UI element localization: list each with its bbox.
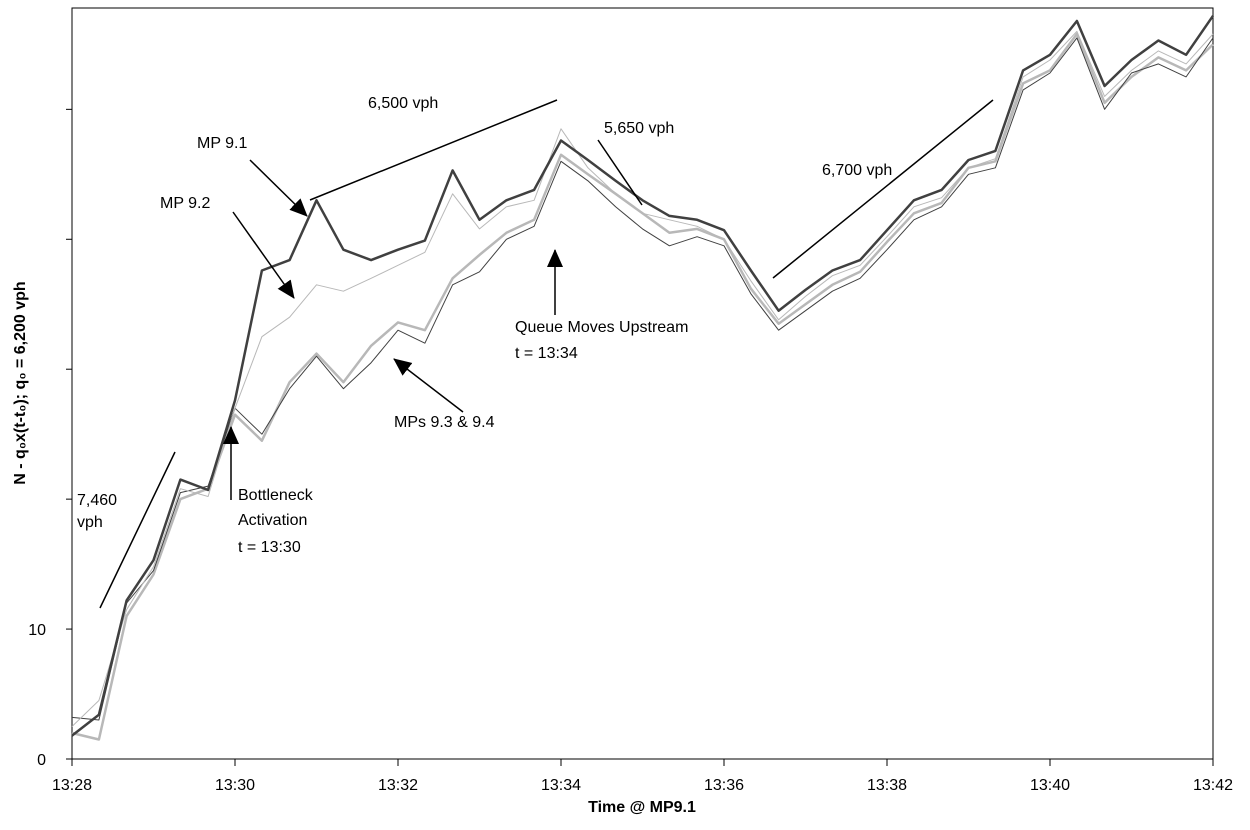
annotation: Activation xyxy=(238,512,307,529)
annotation: Bottleneck xyxy=(238,487,314,504)
x-tick-label: 13:42 xyxy=(1193,777,1233,794)
y-tick-label: 10 xyxy=(28,622,46,639)
arrow xyxy=(232,211,295,299)
x-tick-label: 13:32 xyxy=(378,777,418,794)
rate-line xyxy=(772,99,994,279)
series-label: MP 9.2 xyxy=(160,195,211,212)
arrow xyxy=(249,159,308,217)
rate-line xyxy=(597,139,643,206)
series-line xyxy=(71,37,1214,721)
annotation: t = 13:30 xyxy=(238,539,301,556)
x-tick-label: 13:38 xyxy=(867,777,907,794)
annotation: Queue Moves Upstream xyxy=(515,319,688,336)
rate-line xyxy=(99,451,176,609)
rate-line xyxy=(309,99,558,201)
annotation: 6,700 vph xyxy=(822,162,892,179)
x-axis-label: Time @ MP9.1 xyxy=(588,799,696,816)
series-label: MP 9.1 xyxy=(197,135,248,152)
annotation: 5,650 vph xyxy=(604,120,674,137)
x-tick-label: 13:28 xyxy=(52,777,92,794)
y-tick-label: 0 xyxy=(37,752,46,769)
x-tick-label: 13:36 xyxy=(704,777,744,794)
series-line xyxy=(71,30,1214,727)
annotation: 6,500 vph xyxy=(368,95,438,112)
x-tick-label: 13:40 xyxy=(1030,777,1070,794)
series-lines xyxy=(71,15,1215,741)
annotation: MPs 9.3 & 9.4 xyxy=(394,414,495,431)
arrow xyxy=(393,358,464,413)
x-tick-label: 13:34 xyxy=(541,777,581,794)
annotation: 7,460 xyxy=(77,492,117,509)
x-tick-label: 13:30 xyxy=(215,777,255,794)
series-line xyxy=(71,15,1215,737)
plot-frame xyxy=(71,7,1214,760)
annotation: vph xyxy=(77,514,103,531)
annotation: t = 13:34 xyxy=(515,345,578,362)
y-axis-label: N - q₀x(t-t₀); q₀ = 6,200 vph xyxy=(12,281,29,484)
